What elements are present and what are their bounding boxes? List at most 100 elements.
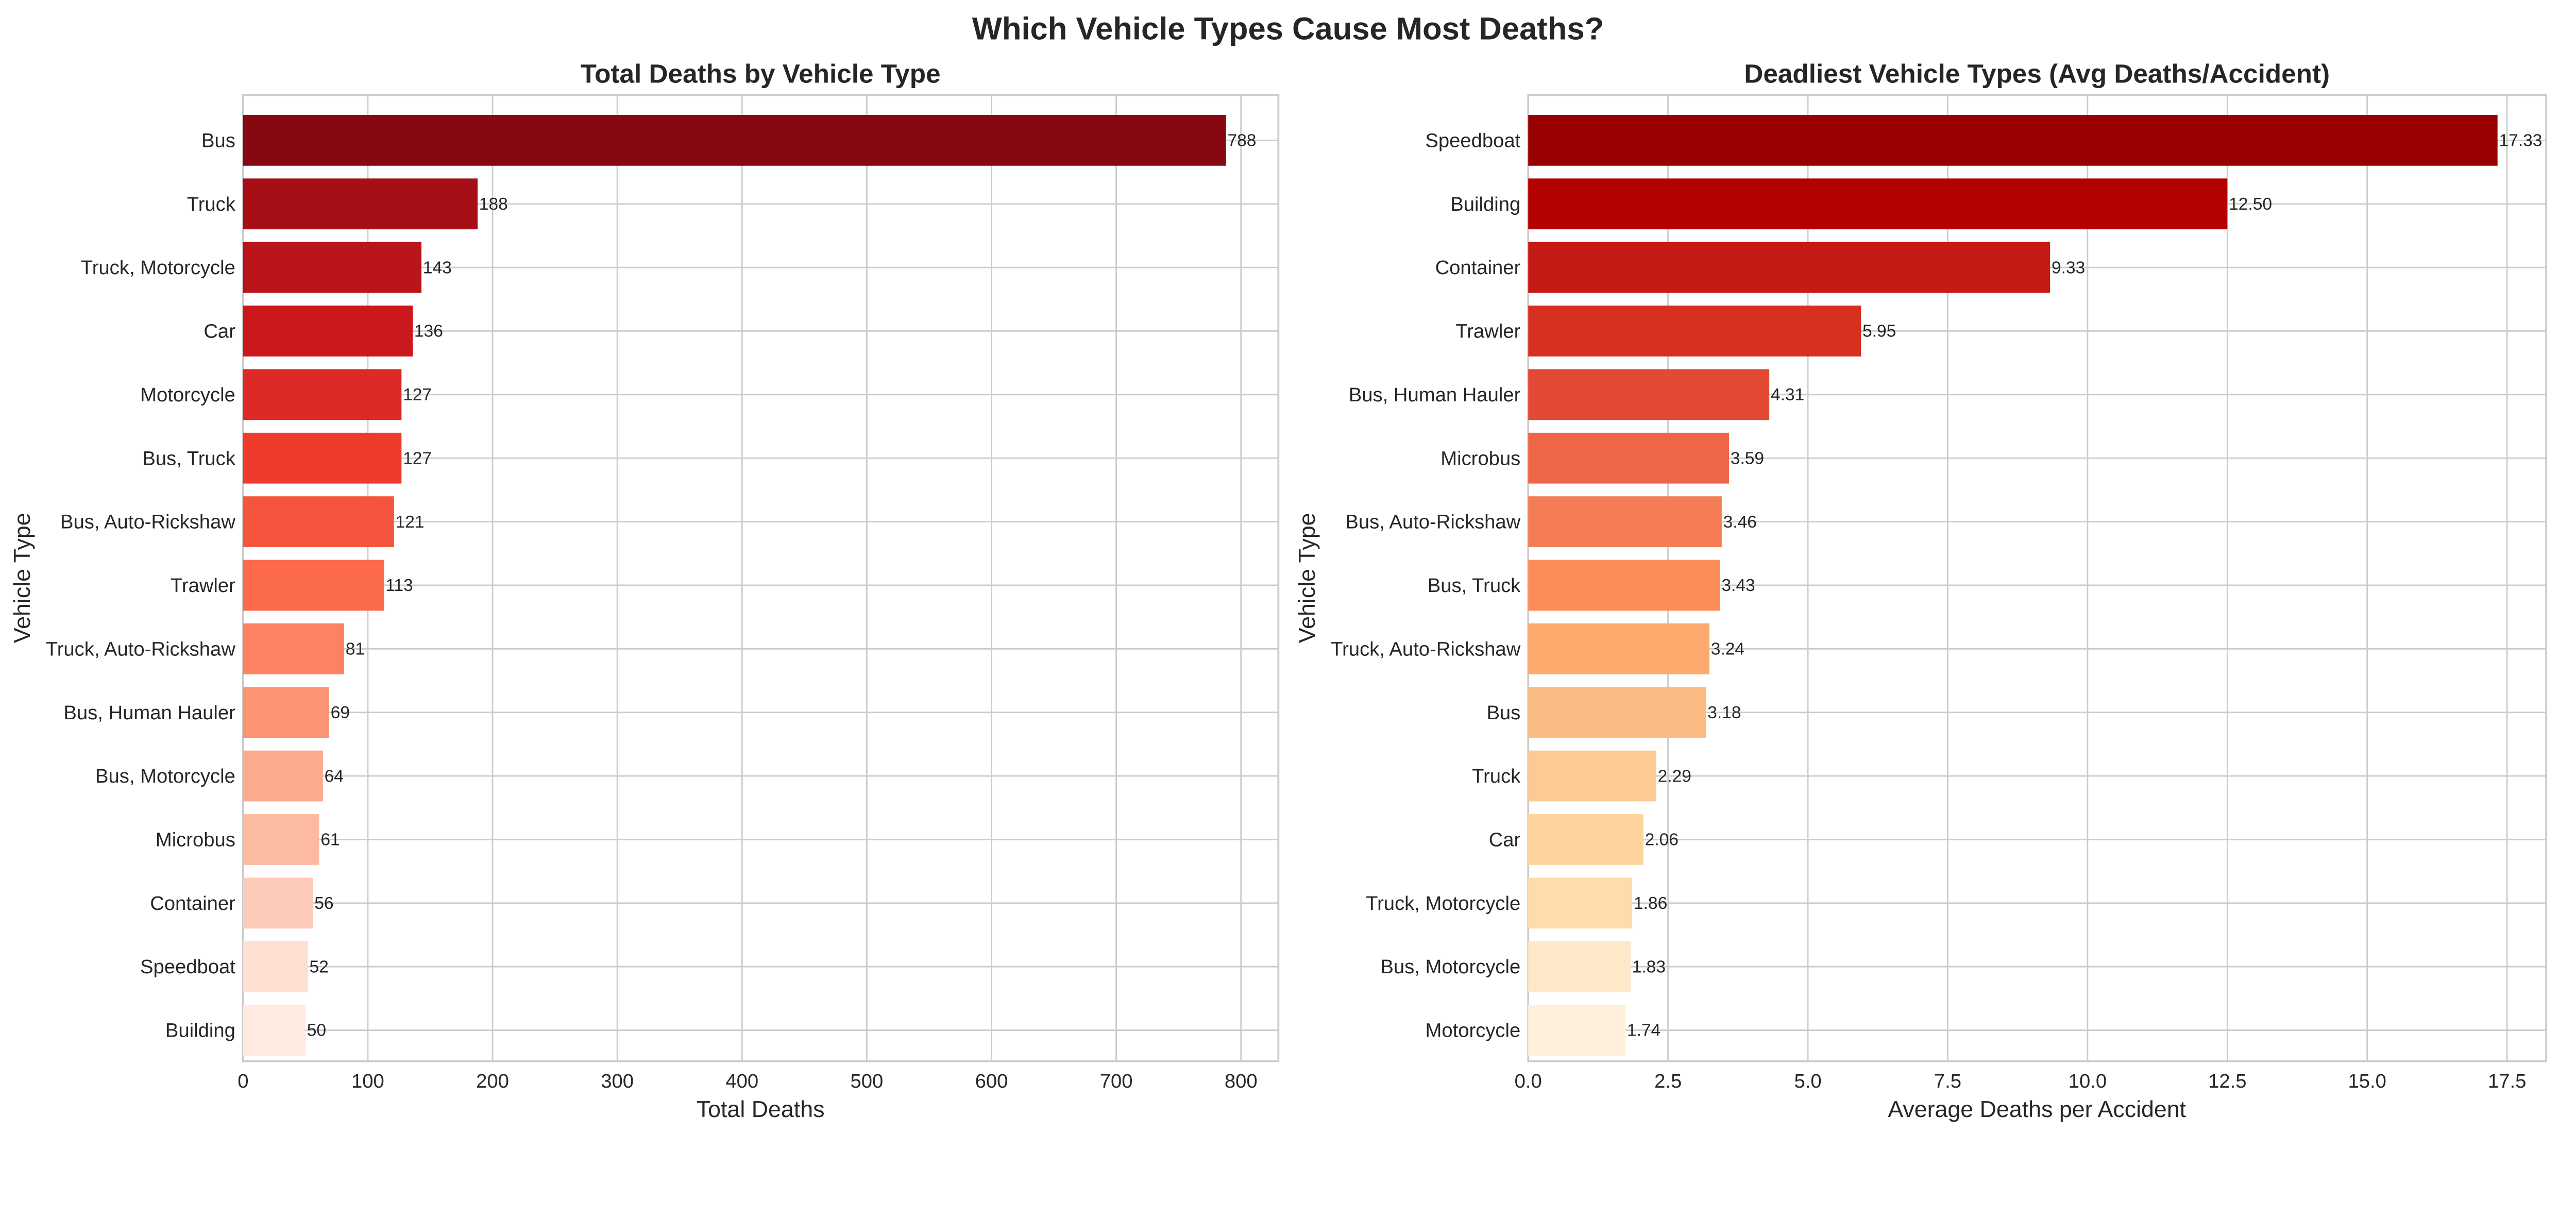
x-tick-label: 0	[238, 1070, 248, 1092]
bar	[1528, 750, 1656, 802]
value-label: 64	[325, 767, 344, 786]
y-tick-label: Bus	[201, 129, 235, 151]
x-tick-label: 0.0	[1515, 1070, 1542, 1092]
bar	[1528, 496, 1722, 547]
bar	[243, 496, 394, 547]
x-tick-label: 15.0	[2348, 1070, 2386, 1092]
bar	[1528, 1005, 1626, 1056]
bar	[243, 877, 313, 929]
value-label: 143	[423, 258, 452, 277]
value-label: 69	[331, 703, 350, 722]
figure: Which Vehicle Types Cause Most Deaths? T…	[9, 11, 2548, 1122]
y-tick-label: Container	[1435, 257, 1521, 279]
chart-title: Deadliest Vehicle Types (Avg Deaths/Acci…	[1744, 59, 2330, 88]
bar	[243, 178, 478, 230]
value-label: 3.59	[1731, 449, 1764, 468]
bar	[243, 814, 319, 865]
y-tick-label: Car	[204, 320, 235, 343]
bar	[1528, 941, 1631, 992]
bar	[1528, 306, 1861, 357]
bar	[1528, 877, 1633, 929]
value-label: 188	[479, 195, 508, 214]
value-label: 81	[346, 640, 365, 659]
y-tick-label: Truck, Motorcycle	[1366, 892, 1520, 915]
bar	[243, 941, 308, 992]
y-tick-label: Truck, Auto-Rickshaw	[46, 638, 236, 660]
value-label: 3.46	[1723, 513, 1757, 532]
value-label: 3.24	[1711, 640, 1744, 659]
bar	[243, 242, 422, 293]
y-tick-label: Speedboat	[1425, 129, 1520, 151]
bar	[1528, 115, 2498, 166]
x-tick-label: 17.5	[2488, 1070, 2526, 1092]
bar	[243, 306, 413, 357]
bar	[1528, 242, 2050, 293]
y-tick-label: Trawler	[1455, 320, 1520, 343]
bar	[243, 115, 1226, 166]
y-tick-label: Truck, Motorcycle	[81, 257, 235, 279]
x-tick-label: 500	[850, 1070, 883, 1092]
x-tick-label: 7.5	[1934, 1070, 1961, 1092]
x-tick-label: 200	[476, 1070, 509, 1092]
y-tick-label: Speedboat	[140, 956, 235, 978]
bar	[243, 1005, 306, 1056]
bar	[243, 432, 402, 484]
value-label: 56	[314, 894, 333, 913]
y-tick-label: Car	[1489, 828, 1521, 851]
value-label: 17.33	[2499, 131, 2543, 150]
value-label: 1.83	[1632, 957, 1666, 976]
value-label: 50	[307, 1021, 326, 1040]
y-tick-label: Microbus	[1440, 447, 1520, 469]
value-label: 788	[1227, 131, 1256, 150]
y-tick-label: Building	[165, 1020, 235, 1042]
y-tick-label: Container	[150, 892, 235, 915]
y-tick-label: Truck	[187, 193, 236, 215]
value-label: 2.06	[1645, 831, 1679, 850]
x-tick-label: 2.5	[1654, 1070, 1682, 1092]
y-tick-label: Bus, Human Hauler	[1349, 384, 1521, 406]
y-tick-label: Motorcycle	[1426, 1020, 1521, 1042]
x-tick-label: 600	[975, 1070, 1008, 1092]
bar	[243, 369, 402, 420]
y-tick-label: Bus, Motorcycle	[1380, 956, 1520, 978]
value-label: 121	[396, 513, 425, 532]
x-tick-label: 400	[725, 1070, 758, 1092]
bar	[243, 623, 344, 674]
value-label: 52	[310, 957, 329, 976]
value-label: 2.29	[1658, 767, 1691, 786]
x-tick-label: 800	[1225, 1070, 1258, 1092]
bar	[243, 750, 323, 802]
value-label: 12.50	[2229, 195, 2272, 214]
bar	[1528, 560, 1720, 611]
chart-avg-deaths: Deadliest Vehicle Types (Avg Deaths/Acci…	[1294, 59, 2548, 1122]
value-label: 5.95	[1862, 322, 1896, 341]
y-tick-label: Truck	[1472, 765, 1521, 787]
y-tick-label: Trawler	[171, 574, 235, 597]
bar	[1528, 623, 1709, 674]
bar	[243, 687, 329, 738]
y-tick-label: Bus	[1486, 702, 1520, 724]
bar	[1528, 369, 1770, 420]
bar	[1528, 178, 2228, 230]
value-label: 1.74	[1627, 1021, 1660, 1040]
y-tick-label: Bus, Auto-Rickshaw	[60, 511, 235, 533]
y-tick-label: Building	[1450, 193, 1520, 215]
bar	[243, 560, 384, 611]
y-tick-label: Microbus	[156, 828, 235, 851]
value-label: 136	[414, 322, 443, 341]
y-axis-label: Vehicle Type	[9, 513, 35, 643]
value-label: 127	[403, 385, 432, 404]
bar	[1528, 432, 1729, 484]
y-tick-label: Bus, Truck	[142, 447, 235, 469]
y-axis-label: Vehicle Type	[1294, 513, 1320, 643]
chart-total-deaths: Total Deaths by Vehicle Type Total Death…	[9, 59, 1280, 1122]
bar	[1528, 687, 1706, 738]
y-tick-label: Truck, Auto-Rickshaw	[1331, 638, 1521, 660]
x-tick-label: 10.0	[2069, 1070, 2107, 1092]
value-label: 9.33	[2052, 258, 2085, 277]
x-axis-label: Total Deaths	[697, 1096, 825, 1122]
value-label: 4.31	[1771, 385, 1804, 404]
x-tick-label: 12.5	[2208, 1070, 2246, 1092]
x-tick-label: 100	[351, 1070, 384, 1092]
y-tick-label: Bus, Motorcycle	[95, 765, 235, 787]
